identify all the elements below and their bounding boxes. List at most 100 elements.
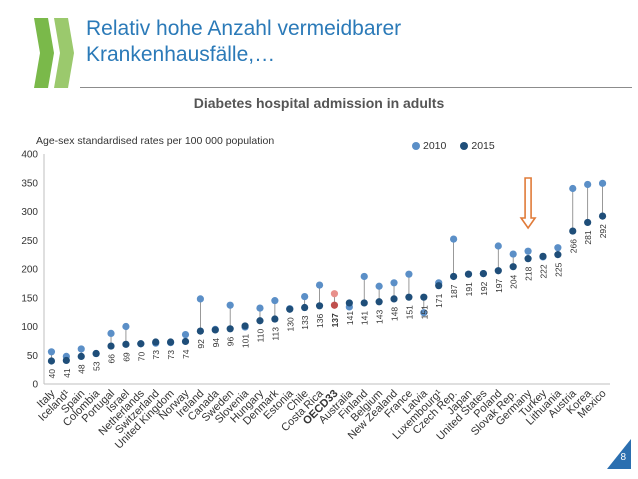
point-2015-oecd33 [330,301,339,309]
value-label-slovenia: 101 [241,334,251,348]
point-2015-germany [524,255,532,263]
point-2015-spain [77,352,85,360]
point-2015-israel [122,340,130,348]
point-2015-norway [181,337,190,346]
value-label-spain: 48 [77,364,87,374]
point-2010-latvia [420,309,428,317]
value-label-israel: 69 [121,352,131,362]
value-label-hungary: 110 [255,328,265,342]
chart-title: Diabetes hospital admission in adults [193,95,445,111]
point-2010-denmark [271,297,279,305]
point-2015-japan [464,270,473,278]
point-2015-ireland [196,327,204,335]
point-2010-mexico [598,179,607,187]
value-label-finland: 141 [360,311,370,325]
y-tick-label-300: 300 [21,207,38,218]
page-number-badge [607,439,631,469]
y-axis-label: Age-sex standardised rates per 100 000 p… [36,135,275,147]
value-label-chile: 133 [300,315,310,329]
y-tick-label-0: 0 [32,380,38,391]
value-label-belgium: 143 [375,310,385,324]
value-label-ireland: 92 [196,339,206,349]
slide-title-line-2: Krankenhausfälle,… [86,43,276,66]
value-label-france: 151 [404,305,414,319]
point-2015-austria [569,227,577,235]
value-label-korea: 281 [583,230,593,244]
value-label-canada: 94 [211,338,221,348]
point-2010-costa-rica [315,281,324,289]
point-2010-sweden [226,301,234,309]
point-2015-australia [345,299,353,307]
down-arrow-icon [519,177,537,230]
y-tick-label-150: 150 [21,293,38,304]
point-2015-slovenia [241,322,249,330]
logo-chevron-right [54,18,74,88]
point-2010-italy [47,348,56,356]
value-label-czech-rep: 187 [449,284,459,298]
value-label-austria: 266 [568,239,578,253]
point-2015-sweden [226,325,234,333]
point-2015-hungary [256,317,264,325]
point-2015-lithuania [554,251,562,259]
value-label-poland: 197 [494,278,504,292]
point-2010-chile [301,293,309,301]
point-2015-france [405,293,413,301]
value-label-norway: 74 [181,349,191,359]
point-2015-united-kingdom [167,338,175,346]
point-2015-mexico [598,212,607,220]
point-2015-canada [211,326,219,334]
point-2010-belgium [375,282,383,290]
value-label-switzerland: 73 [151,350,161,360]
point-2015-united-states [479,270,487,278]
point-2015-turkey [539,252,547,260]
point-2015-iceland [62,356,70,365]
value-label-japan: 191 [464,282,474,296]
point-2015-poland [494,267,502,275]
oecd-logo [34,18,74,88]
point-2015-portugal [107,342,115,350]
point-2015-new-zealand [390,295,398,303]
legend-item-2010: 2010 [412,140,446,152]
page-number: 8 [620,452,626,463]
point-2010-ireland [196,295,204,303]
value-label-turkey: 222 [538,264,548,278]
point-2010-portugal [107,329,115,337]
point-2015-denmark [271,315,279,323]
legend-item-2015: 2015 [460,140,495,152]
value-label-luxembourg: 171 [434,293,444,307]
point-2010-oecd33 [330,290,339,298]
value-label-lithuania: 225 [553,262,563,276]
legend-marker-2015 [460,142,469,150]
value-label-latvia: 151 [419,305,429,319]
value-label-united-kingdom: 73 [166,350,176,360]
point-2010-israel [122,322,130,331]
point-2015-belgium [375,298,383,306]
logo-chevron-left [34,18,54,88]
point-2010-korea [584,180,592,189]
point-2010-germany [524,247,532,255]
point-2015-latvia [420,293,428,301]
point-2015-costa-rica [315,302,324,310]
legend-marker-2010 [412,142,420,150]
value-label-italy: 40 [47,369,57,379]
point-2010-finland [360,272,368,281]
value-label-oecd33: 137 [330,313,340,327]
point-2015-luxembourg [435,282,443,290]
value-label-mexico: 292 [598,224,608,238]
value-label-iceland: 41 [62,368,72,378]
value-label-netherlands: 70 [136,351,146,361]
point-2015-chile [301,303,309,312]
point-2010-slovak-rep [509,250,517,258]
value-label-colombia: 53 [92,361,102,371]
value-label-portugal: 66 [107,354,117,364]
point-2010-hungary [256,304,264,312]
y-tick-label-400: 400 [21,150,38,161]
point-2010-new-zealand [390,279,398,287]
y-tick-label-200: 200 [21,265,38,276]
value-label-estonia: 130 [285,317,295,331]
title-divider [80,87,632,88]
value-label-slovak-rep: 204 [509,274,519,288]
y-tick-label-50: 50 [27,351,39,362]
point-2010-norway [181,330,190,339]
